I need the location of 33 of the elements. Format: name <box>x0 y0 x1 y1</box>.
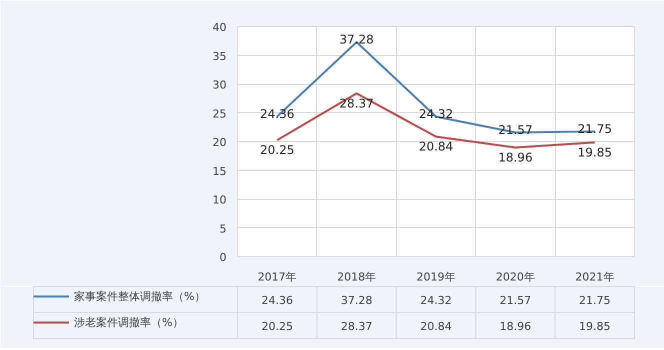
y-tick-label: 40 <box>212 21 227 34</box>
annotation: 20.84 <box>418 140 454 154</box>
annotation: 20.25 <box>260 143 294 158</box>
data-label: 20.25 <box>261 320 293 333</box>
x-tick-label: 2017年 <box>258 270 297 284</box>
data-label: 21.57 <box>500 294 532 307</box>
x-tick-label: 2019年 <box>416 270 456 284</box>
annotation: 18.96 <box>498 150 533 164</box>
legend-label: 家事案件整体调撤率（%） <box>74 288 206 304</box>
data-label: 21.75 <box>579 294 611 307</box>
y-tick-label: 25 <box>212 107 227 120</box>
annotation: 19.85 <box>578 145 612 160</box>
x-tick-label: 2018年 <box>337 270 376 284</box>
y-tick-label: 0 <box>220 251 226 264</box>
data-label: 37.28 <box>340 294 372 307</box>
data-label: 24.36 <box>261 294 293 307</box>
y-tick-label: 20 <box>212 136 227 149</box>
y-tick-label: 30 <box>212 78 227 92</box>
y-tick-label: 10 <box>212 194 227 206</box>
annotation: 28.37 <box>339 96 374 110</box>
y-tick-label: 35 <box>212 50 227 63</box>
annotation: 21.75 <box>578 122 612 136</box>
y-tick-label: 15 <box>212 164 227 178</box>
data-label: 18.96 <box>500 320 532 333</box>
x-tick-label: 2021年 <box>575 270 614 284</box>
legend-label: 涉老案件调撤率（%） <box>74 314 184 330</box>
annotation: 37.28 <box>339 32 374 47</box>
data-label: 24.32 <box>420 294 452 307</box>
y-tick-label: 5 <box>220 222 226 236</box>
data-label: 19.85 <box>579 320 611 333</box>
x-tick-label: 2020年 <box>496 270 535 284</box>
data-label: 28.37 <box>340 320 372 333</box>
data-label: 20.84 <box>420 320 452 333</box>
